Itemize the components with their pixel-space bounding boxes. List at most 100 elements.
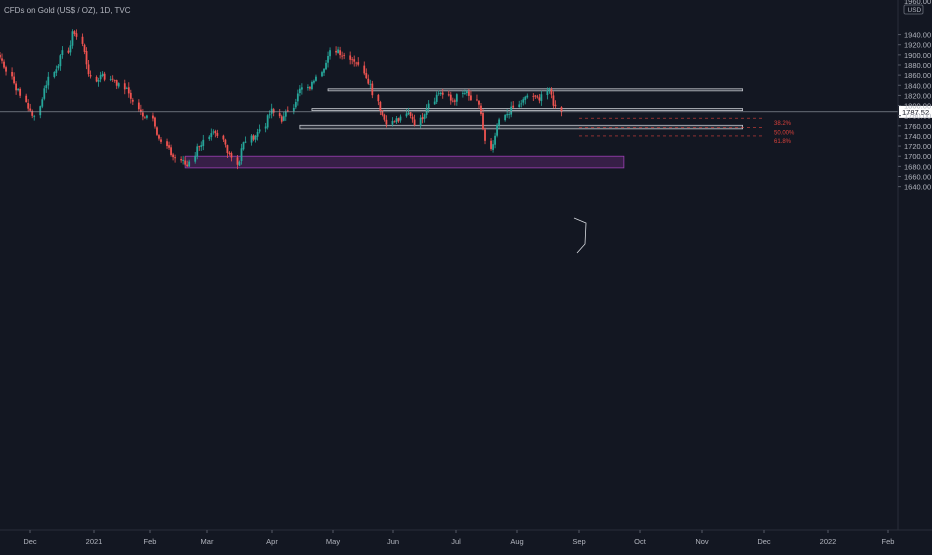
candle-body — [383, 114, 386, 120]
candle — [15, 81, 17, 95]
x-tick-label: Oct — [634, 537, 647, 546]
candle-body — [435, 94, 438, 102]
candle-body — [0, 54, 1, 58]
x-tick-label: Mar — [201, 537, 214, 546]
candle — [172, 152, 174, 161]
candle-body — [25, 95, 28, 103]
candle — [441, 88, 444, 99]
candle-body — [510, 106, 513, 115]
candle — [506, 109, 509, 118]
candle — [214, 129, 217, 138]
candle-body — [321, 72, 323, 77]
candle-body — [461, 93, 464, 94]
candle — [182, 155, 185, 165]
candle — [264, 122, 267, 133]
candle-body — [89, 75, 92, 77]
candle-body — [226, 145, 229, 153]
candle — [95, 75, 98, 83]
candle — [343, 52, 346, 60]
candle — [536, 94, 539, 99]
candle — [383, 113, 386, 122]
candle-body — [298, 88, 301, 94]
candle — [484, 127, 486, 145]
candle — [158, 134, 160, 141]
candle-body — [156, 127, 158, 135]
candle-body — [158, 135, 160, 139]
candle-body — [466, 91, 468, 94]
candle-body — [439, 92, 442, 95]
candle — [391, 117, 394, 127]
candle-body — [59, 55, 62, 67]
candle-body — [449, 94, 452, 101]
currency-badge — [903, 4, 924, 15]
candle-body — [280, 116, 283, 122]
support-zone-box — [184, 155, 625, 169]
candle — [152, 112, 154, 122]
candle-body — [504, 114, 507, 121]
candle — [89, 70, 92, 79]
x-tick-label: May — [326, 537, 340, 546]
candle — [113, 79, 116, 83]
candle-body — [210, 133, 213, 137]
candle-body — [154, 117, 156, 127]
candle — [228, 151, 231, 156]
candle-body — [208, 136, 211, 139]
candle — [411, 113, 414, 123]
y-tick-label: 1760.00 — [904, 122, 931, 131]
candle — [144, 115, 146, 119]
candle — [266, 114, 269, 130]
x-tick-label: Dec — [23, 537, 37, 546]
candle-body — [29, 108, 32, 111]
candle — [286, 106, 289, 113]
candle-body — [117, 83, 120, 87]
candle — [115, 79, 118, 90]
candle-body — [369, 84, 372, 85]
candle — [99, 71, 102, 83]
candle-body — [216, 133, 219, 136]
candle-body — [27, 103, 30, 109]
candle — [397, 117, 400, 123]
candle — [405, 109, 408, 118]
candle — [67, 47, 70, 54]
candle-body — [526, 95, 529, 98]
candle — [53, 71, 56, 79]
candle — [437, 90, 440, 96]
candle — [311, 80, 313, 91]
candle — [97, 77, 100, 87]
candle-body — [71, 31, 74, 46]
candle — [292, 104, 295, 115]
candle — [554, 100, 557, 109]
y-tick-label: 1740.00 — [904, 132, 931, 141]
y-tick-label: 1900.00 — [904, 51, 931, 60]
candle — [146, 114, 148, 120]
candle-body — [198, 146, 201, 148]
candle-body — [11, 71, 13, 77]
candle — [447, 90, 450, 97]
candle-body — [57, 65, 60, 69]
candle-body — [455, 94, 458, 102]
candle-body — [61, 50, 64, 56]
candle-body — [524, 96, 527, 100]
candle — [512, 101, 515, 109]
candle-body — [166, 141, 168, 146]
candle-body — [363, 65, 366, 74]
candle-body — [532, 95, 535, 97]
candle — [419, 114, 422, 129]
candle-body — [325, 62, 327, 70]
candle — [27, 99, 30, 112]
candle-body — [212, 131, 215, 133]
candle-body — [441, 92, 444, 95]
candle-body — [5, 67, 7, 72]
candle-body — [506, 114, 509, 116]
candle-body — [367, 78, 370, 84]
candle — [17, 87, 20, 92]
candle-body — [268, 114, 271, 116]
y-tick-label: 1780.00 — [904, 112, 931, 121]
candle — [470, 90, 472, 101]
x-tick-label: Dec — [757, 537, 771, 546]
candle-body — [341, 55, 344, 57]
candle-body — [109, 78, 112, 80]
candle — [341, 51, 344, 60]
